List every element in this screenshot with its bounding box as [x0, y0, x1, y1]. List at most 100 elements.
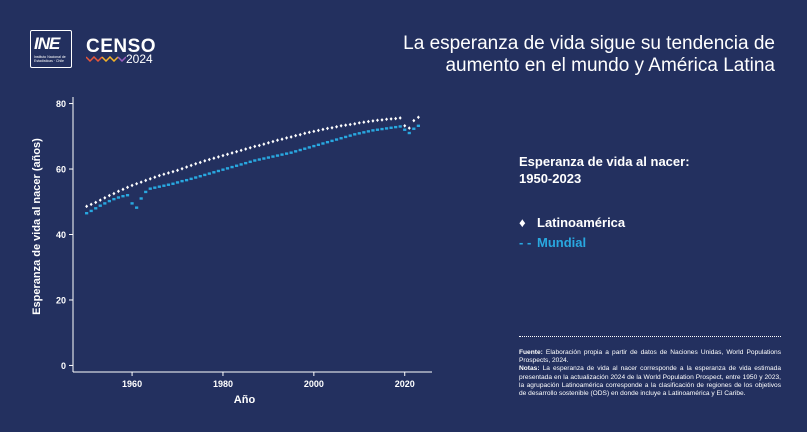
- point-mundial: [312, 144, 316, 148]
- dash-icon: - -: [519, 235, 532, 250]
- point-mundial: [203, 173, 207, 177]
- point-mundial: [139, 197, 143, 200]
- point-latinoamerica: [353, 122, 357, 126]
- point-mundial: [212, 171, 216, 174]
- point-latinoamerica: [371, 119, 375, 123]
- point-mundial: [85, 212, 89, 215]
- point-latinoamerica: [403, 124, 407, 128]
- point-latinoamerica: [398, 116, 402, 120]
- point-latinoamerica: [266, 141, 270, 145]
- point-latinoamerica: [162, 172, 166, 177]
- notas-label: Notas:: [519, 365, 540, 373]
- point-mundial: [207, 172, 211, 175]
- point-latinoamerica: [198, 160, 202, 165]
- censo-zigzag-icon: [86, 56, 126, 62]
- point-mundial: [89, 209, 93, 213]
- point-mundial: [94, 207, 98, 210]
- point-mundial: [116, 196, 121, 199]
- point-mundial: [125, 194, 130, 197]
- point-mundial: [248, 160, 252, 164]
- series-latinoamerica: [85, 115, 420, 209]
- point-mundial: [234, 164, 239, 167]
- point-latinoamerica: [389, 117, 393, 121]
- point-latinoamerica: [148, 177, 152, 181]
- point-latinoamerica: [257, 143, 261, 148]
- y-tick-label: 40: [56, 230, 66, 240]
- point-latinoamerica: [307, 130, 311, 135]
- point-mundial: [171, 182, 175, 185]
- point-mundial: [175, 181, 180, 184]
- point-mundial: [307, 146, 311, 149]
- point-latinoamerica: [253, 144, 257, 149]
- point-latinoamerica: [344, 123, 348, 127]
- point-latinoamerica: [216, 155, 220, 159]
- x-tick-label: 2020: [395, 379, 415, 389]
- point-mundial: [339, 137, 343, 140]
- point-mundial: [271, 155, 275, 158]
- point-mundial: [103, 202, 107, 205]
- point-latinoamerica: [407, 126, 411, 130]
- point-latinoamerica: [289, 135, 293, 139]
- point-latinoamerica: [330, 125, 334, 130]
- point-mundial: [294, 150, 298, 153]
- y-axis-label: Esperanza de vida al nacer (años): [31, 138, 43, 315]
- point-latinoamerica: [116, 189, 120, 194]
- point-latinoamerica: [112, 191, 116, 196]
- point-mundial: [121, 194, 125, 198]
- point-latinoamerica: [85, 204, 89, 209]
- ine-logo: INE Instituto Nacional de Estadísticas ·…: [30, 30, 72, 68]
- point-mundial: [153, 186, 157, 189]
- point-latinoamerica: [312, 129, 316, 134]
- point-mundial: [144, 190, 148, 194]
- point-mundial: [225, 167, 230, 170]
- point-mundial: [221, 168, 225, 171]
- point-mundial: [266, 156, 271, 159]
- point-latinoamerica: [203, 159, 207, 163]
- point-latinoamerica: [366, 119, 370, 124]
- censo-logo-text: CENSO: [86, 36, 157, 57]
- point-latinoamerica: [180, 166, 184, 171]
- point-latinoamerica: [226, 152, 230, 157]
- point-latinoamerica: [212, 156, 216, 161]
- legend-latinoamerica: ♦ Latinoamérica: [519, 215, 625, 230]
- point-latinoamerica: [335, 124, 339, 129]
- point-mundial: [398, 125, 402, 128]
- point-mundial: [198, 175, 202, 178]
- legend-latinoamerica-label: Latinoamérica: [537, 215, 626, 230]
- point-mundial: [303, 147, 307, 150]
- point-latinoamerica: [416, 115, 420, 120]
- side-title: Esperanza de vida al nacer: 1950-2023: [519, 154, 690, 186]
- point-latinoamerica: [412, 118, 416, 123]
- point-latinoamerica: [185, 165, 189, 169]
- point-mundial: [162, 184, 166, 187]
- point-mundial: [280, 153, 284, 156]
- x-axis-label: Año: [234, 394, 256, 406]
- point-mundial: [412, 127, 416, 130]
- point-mundial: [403, 128, 407, 131]
- diamond-icon: ♦: [519, 215, 526, 230]
- point-latinoamerica: [294, 133, 298, 138]
- point-latinoamerica: [298, 132, 302, 137]
- x-tick-label: 1960: [122, 379, 142, 389]
- point-mundial: [253, 159, 257, 162]
- point-latinoamerica: [144, 178, 148, 183]
- point-mundial: [257, 158, 261, 161]
- point-mundial: [216, 169, 221, 173]
- point-mundial: [416, 124, 420, 128]
- point-mundial: [189, 177, 193, 181]
- point-latinoamerica: [139, 180, 143, 184]
- point-latinoamerica: [271, 139, 275, 144]
- point-latinoamerica: [357, 121, 361, 125]
- point-mundial: [284, 152, 289, 155]
- point-mundial: [148, 187, 152, 190]
- point-latinoamerica: [194, 161, 198, 166]
- point-mundial: [316, 143, 320, 146]
- point-latinoamerica: [285, 136, 289, 140]
- y-tick-label: 20: [56, 295, 66, 305]
- ine-logo-subtext: Instituto Nacional de Estadísticas · Chi…: [34, 55, 66, 63]
- x-tick-label: 1980: [213, 379, 233, 389]
- point-mundial: [185, 178, 189, 182]
- point-mundial: [353, 133, 357, 136]
- point-latinoamerica: [166, 171, 170, 175]
